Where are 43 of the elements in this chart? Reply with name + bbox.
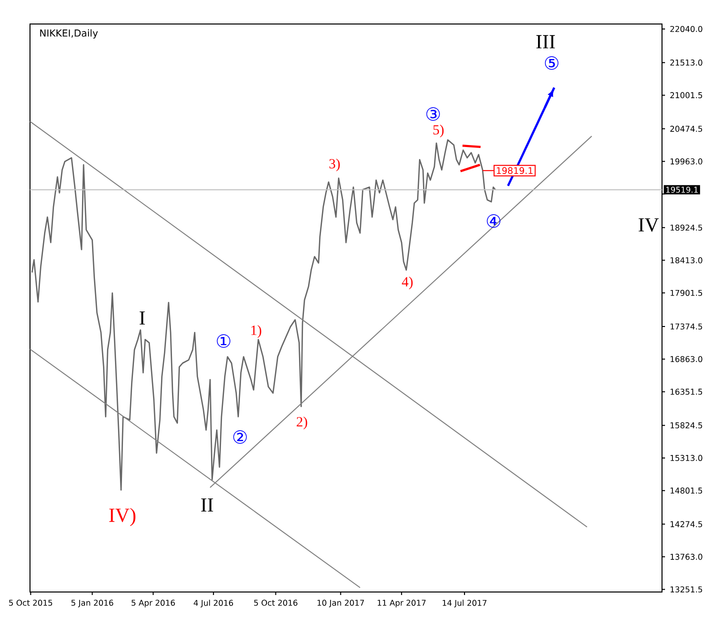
y-tick-label: 21001.5: [670, 92, 702, 98]
annotation: 1): [251, 325, 262, 338]
annotation: ③: [426, 107, 440, 121]
x-tick-label: 4 Jul 2016: [194, 600, 234, 608]
annotation: ②: [233, 430, 247, 444]
y-tick-label: 15824.5: [670, 422, 702, 428]
x-tick-label: 5 Jan 2016: [71, 600, 114, 608]
x-tick-label: 10 Jan 2017: [318, 600, 364, 608]
annotation: ⑤: [544, 56, 558, 70]
text: NIKKEI,Daily: [40, 29, 98, 39]
x-tick-label: 5 Apr 2016: [132, 600, 175, 608]
y-tick-label: 22040.0: [670, 26, 702, 32]
y-tick-label: 21513.0: [670, 60, 702, 66]
x-tick-label: 14 Jul 2017: [442, 600, 486, 608]
annotation: IV): [109, 508, 136, 526]
y-tick-label: 17374.5: [670, 323, 702, 330]
x-tick-label: 5 Oct 2016: [254, 600, 298, 606]
y-tick-label: 18924.5: [670, 224, 702, 231]
x-tick-label: 11 Apr 2017: [378, 600, 426, 608]
annotation: I: [140, 311, 145, 325]
annotation: 5): [433, 124, 444, 138]
annotation: IV: [638, 218, 659, 232]
y-tick-label: 16351.5: [670, 388, 702, 395]
annotation: 3): [329, 158, 340, 172]
annotation: 2): [296, 416, 308, 430]
y-tick-label: 14801.5: [670, 488, 702, 494]
annotation: 4): [402, 276, 413, 290]
y-tick-label: 14274.5: [670, 521, 702, 528]
y-tick-label: 19963.0: [670, 158, 702, 164]
y-tick-label: 20474.5: [670, 126, 702, 132]
annotation: 19819.1: [496, 167, 533, 174]
y-tick-label: 13763.0: [670, 554, 702, 560]
y-tick-label: 18413.0: [670, 257, 702, 264]
annotation: ①: [216, 334, 230, 348]
annotation: II: [201, 498, 214, 512]
x-tick-label: 5 Oct 2015: [9, 600, 52, 606]
annotation: III: [536, 35, 555, 48]
y-tick-label: 17901.5: [670, 290, 702, 296]
y-tick-label: 13251.5: [670, 586, 702, 592]
annotation: ④: [486, 214, 500, 228]
y-tick-label: 15313.0: [670, 454, 702, 461]
ref-line-label: 19519.1: [666, 186, 698, 193]
y-tick-label: 16863.0: [670, 356, 702, 362]
